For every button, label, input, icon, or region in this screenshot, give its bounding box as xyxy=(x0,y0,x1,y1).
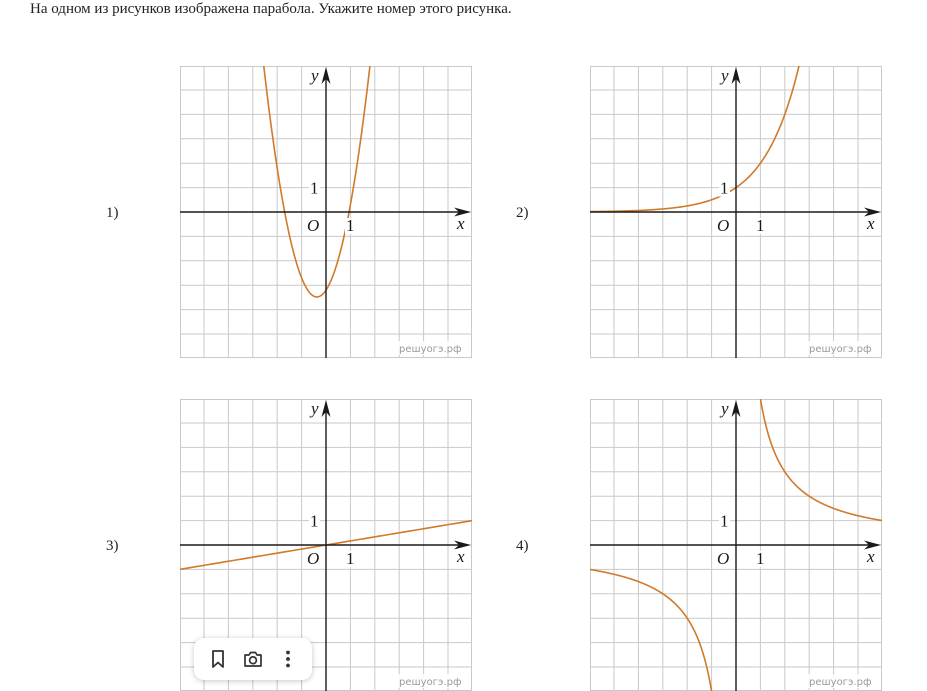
bookmark-button[interactable] xyxy=(203,644,233,674)
origin-label: O xyxy=(307,549,319,568)
graph-1: решуогэ.рф y x O 1 1 xyxy=(180,66,472,358)
y-unit-label: 1 xyxy=(720,512,729,531)
curve-parabola xyxy=(262,66,371,298)
y-axis-label: y xyxy=(309,66,319,85)
y-axis-label: y xyxy=(719,66,729,85)
x-axis-arrow xyxy=(864,540,881,550)
x-unit-label: 1 xyxy=(756,549,765,568)
x-unit-label: 1 xyxy=(346,549,355,568)
x-axis-arrow xyxy=(454,540,471,550)
curve-hyperbola xyxy=(759,399,882,522)
coordinate-plane: решуогэ.рф y x O 1 1 xyxy=(180,399,472,691)
watermark: решуогэ.рф xyxy=(399,344,462,355)
floating-toolbar xyxy=(194,638,312,680)
graph-3: решуогэ.рф y x O 1 1 xyxy=(180,399,472,691)
y-unit-label: 1 xyxy=(310,179,319,198)
coordinate-plane: решуогэ.рф y x O 1 1 xyxy=(590,399,882,691)
origin-label: O xyxy=(307,216,319,235)
x-axis-label: x xyxy=(866,214,875,233)
curve-hyperbola-branch-2 xyxy=(590,568,713,691)
camera-icon xyxy=(244,651,262,667)
origin-label: O xyxy=(717,549,729,568)
x-axis-arrow xyxy=(864,207,881,217)
option-label-2: 2) xyxy=(516,205,529,221)
watermark: решуогэ.рф xyxy=(809,677,872,688)
x-axis-arrow xyxy=(454,207,471,217)
graph-4: решуогэ.рф y x O 1 1 xyxy=(590,399,882,691)
y-axis-arrow xyxy=(321,67,331,84)
x-axis-label: x xyxy=(456,214,465,233)
watermark: решуогэ.рф xyxy=(399,677,462,688)
y-unit-label: 1 xyxy=(310,512,319,531)
graph-2: решуогэ.рф y x O 1 1 xyxy=(590,66,882,358)
coordinate-plane: решуогэ.рф y x O 1 1 xyxy=(590,66,882,358)
x-axis-label: x xyxy=(456,547,465,566)
question-text: На одном из рисунков изображена парабола… xyxy=(30,1,512,17)
y-axis-arrow xyxy=(321,400,331,417)
y-axis-label: y xyxy=(719,399,729,418)
x-axis-label: x xyxy=(866,547,875,566)
curve-exponential xyxy=(590,66,800,213)
y-axis-arrow xyxy=(731,400,741,417)
camera-button[interactable] xyxy=(238,644,268,674)
option-label-4: 4) xyxy=(516,538,529,554)
y-axis-label: y xyxy=(309,399,319,418)
x-unit-label: 1 xyxy=(756,216,765,235)
x-unit-label: 1 xyxy=(346,216,355,235)
origin-label: O xyxy=(717,216,729,235)
more-vertical-icon xyxy=(286,650,291,668)
bookmark-icon xyxy=(211,650,224,668)
y-axis-arrow xyxy=(731,67,741,84)
more-button[interactable] xyxy=(273,644,303,674)
y-unit-label: 1 xyxy=(720,179,729,198)
coordinate-plane: решуогэ.рф y x O 1 1 xyxy=(180,66,472,358)
watermark: решуогэ.рф xyxy=(809,344,872,355)
option-label-3: 3) xyxy=(106,538,119,554)
option-label-1: 1) xyxy=(106,205,119,221)
